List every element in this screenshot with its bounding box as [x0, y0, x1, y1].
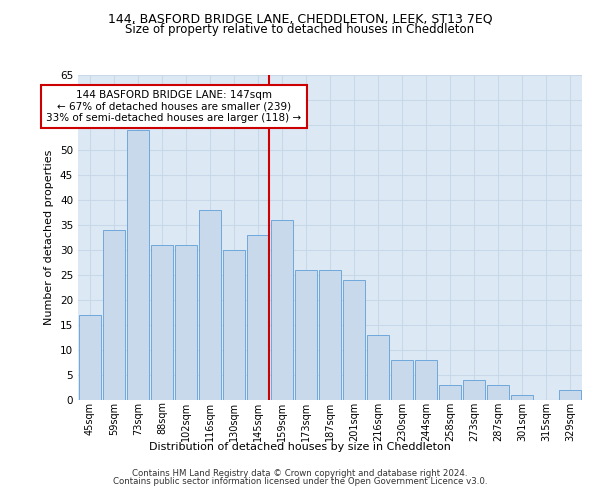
Bar	[295, 270, 317, 400]
Bar	[439, 385, 461, 400]
Text: Size of property relative to detached houses in Cheddleton: Size of property relative to detached ho…	[125, 22, 475, 36]
Bar	[415, 360, 437, 400]
Bar	[559, 390, 581, 400]
Text: Distribution of detached houses by size in Cheddleton: Distribution of detached houses by size …	[149, 442, 451, 452]
Bar	[511, 395, 533, 400]
Text: Contains HM Land Registry data © Crown copyright and database right 2024.: Contains HM Land Registry data © Crown c…	[132, 468, 468, 477]
Bar	[223, 250, 245, 400]
Bar	[127, 130, 149, 400]
Text: Contains public sector information licensed under the Open Government Licence v3: Contains public sector information licen…	[113, 477, 487, 486]
Text: 144 BASFORD BRIDGE LANE: 147sqm
← 67% of detached houses are smaller (239)
33% o: 144 BASFORD BRIDGE LANE: 147sqm ← 67% of…	[46, 90, 302, 123]
Bar	[199, 210, 221, 400]
Bar	[271, 220, 293, 400]
Bar	[103, 230, 125, 400]
Bar	[247, 235, 269, 400]
Bar	[151, 245, 173, 400]
Bar	[343, 280, 365, 400]
Bar	[79, 315, 101, 400]
Y-axis label: Number of detached properties: Number of detached properties	[44, 150, 55, 325]
Text: 144, BASFORD BRIDGE LANE, CHEDDLETON, LEEK, ST13 7EQ: 144, BASFORD BRIDGE LANE, CHEDDLETON, LE…	[107, 12, 493, 26]
Bar	[319, 270, 341, 400]
Bar	[487, 385, 509, 400]
Bar	[175, 245, 197, 400]
Bar	[463, 380, 485, 400]
Bar	[391, 360, 413, 400]
Bar	[367, 335, 389, 400]
